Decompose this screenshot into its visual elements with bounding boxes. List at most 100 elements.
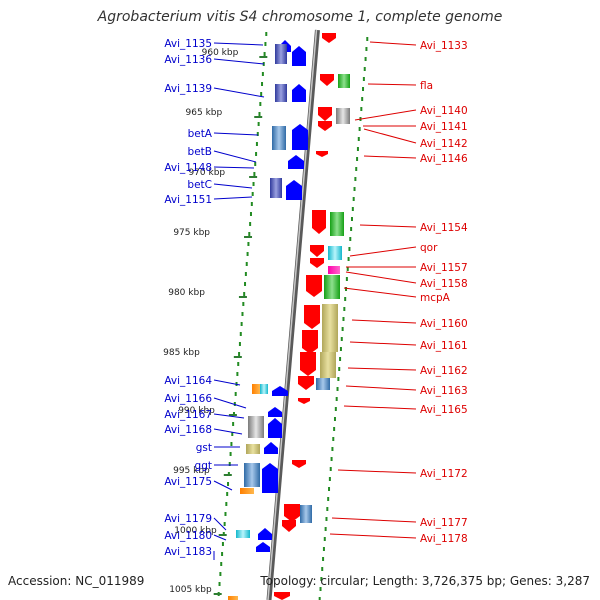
left-leader-line bbox=[213, 166, 255, 169]
track-dot-right bbox=[366, 37, 369, 41]
left-leader-line bbox=[213, 379, 241, 386]
right-gene-label: Avi_1158 bbox=[420, 278, 468, 290]
forward-gene bbox=[292, 460, 306, 468]
left-leader-line bbox=[213, 150, 257, 163]
forward-gene bbox=[298, 376, 314, 390]
right-gene-label: qor bbox=[420, 242, 438, 254]
gene-domain-box bbox=[320, 352, 336, 378]
left-leader-line bbox=[213, 397, 247, 409]
gene-domain-box bbox=[324, 275, 340, 299]
left-leader-line bbox=[213, 196, 253, 200]
track-dot-right bbox=[343, 307, 346, 311]
left-gene-label: Avi_1151 bbox=[164, 194, 212, 206]
track-dot-right bbox=[323, 537, 326, 541]
right-leader-line bbox=[363, 128, 417, 144]
left-leader-line bbox=[213, 413, 245, 419]
track-dot-right bbox=[342, 317, 345, 321]
track-dot-right bbox=[350, 217, 353, 221]
forward-gene bbox=[304, 305, 320, 329]
backbone-highlight bbox=[267, 29, 318, 600]
track-dot-left bbox=[239, 332, 242, 336]
forward-gene bbox=[316, 151, 328, 157]
track-dot-left bbox=[219, 572, 222, 576]
tick-label: 970 kbp bbox=[188, 168, 225, 178]
track-dot-right bbox=[349, 237, 352, 241]
track-dot-right bbox=[331, 447, 334, 451]
track-dot-left bbox=[236, 372, 239, 376]
track-dot-right bbox=[337, 377, 340, 381]
forward-gene bbox=[274, 592, 290, 600]
forward-gene bbox=[318, 121, 332, 131]
track-dot-right bbox=[341, 327, 344, 331]
track-dot-right bbox=[332, 437, 335, 441]
track-dot-right bbox=[365, 47, 368, 51]
track-dot-left bbox=[249, 222, 252, 226]
track-dot-right bbox=[356, 147, 359, 151]
reverse-gene bbox=[288, 155, 304, 169]
tick-label: 1005 kbp bbox=[169, 585, 212, 595]
gene-domain-box bbox=[228, 596, 238, 600]
left-gene-label: Avi_1135 bbox=[164, 38, 212, 50]
gene-domain-box bbox=[248, 416, 264, 438]
track-dot-right bbox=[345, 287, 348, 291]
right-gene-label: mcpA bbox=[420, 292, 451, 304]
forward-gene bbox=[284, 504, 300, 522]
right-gene-label: Avi_1163 bbox=[420, 385, 468, 397]
track-dot-left bbox=[244, 272, 247, 276]
topology-text: Topology: circular; Length: 3,726,375 bp… bbox=[260, 574, 590, 588]
reverse-gene bbox=[256, 542, 270, 552]
track-dot-left bbox=[259, 102, 262, 106]
track-dot-right bbox=[347, 257, 350, 261]
left-gene-label: Avi_1167 bbox=[164, 409, 212, 421]
right-gene-label: Avi_1162 bbox=[420, 365, 468, 377]
track-dot-left bbox=[231, 432, 234, 436]
right-leader-line bbox=[329, 533, 417, 539]
track-dot-left bbox=[227, 482, 230, 486]
reverse-gene bbox=[262, 463, 278, 493]
right-leader-line bbox=[349, 246, 417, 257]
gene-domain-box bbox=[260, 384, 268, 394]
track-dot-left bbox=[263, 52, 266, 56]
tick-label: 1000 kbp bbox=[174, 526, 217, 536]
left-gene-label: betB bbox=[188, 146, 212, 158]
right-gene-label: Avi_1165 bbox=[420, 404, 468, 416]
tick-label: 980 kbp bbox=[168, 288, 205, 298]
left-leader-line bbox=[213, 517, 227, 531]
track-dot-left bbox=[225, 502, 228, 506]
track-dot-left bbox=[221, 542, 224, 546]
gene-domain-box bbox=[300, 505, 312, 523]
track-dot-left bbox=[254, 162, 257, 166]
forward-gene bbox=[310, 245, 324, 257]
track-dot-left bbox=[251, 192, 254, 196]
left-leader-line bbox=[213, 132, 259, 136]
right-gene-label: Avi_1133 bbox=[420, 40, 468, 52]
left-leader-line bbox=[213, 58, 265, 65]
track-dot-right bbox=[355, 167, 358, 171]
reverse-gene bbox=[272, 386, 288, 396]
gene-domain-box bbox=[244, 463, 260, 487]
track-dot-left bbox=[255, 142, 258, 146]
reverse-gene bbox=[286, 180, 302, 200]
track-dot-right bbox=[333, 427, 336, 431]
tick-label: 960 kbp bbox=[202, 48, 239, 58]
right-leader-line bbox=[349, 341, 417, 346]
track-dot-left bbox=[261, 72, 264, 76]
left-gene-label: Avi_1180 bbox=[164, 530, 212, 542]
right-leader-line bbox=[345, 271, 417, 284]
track-dot-right bbox=[344, 297, 347, 301]
track-dot-left bbox=[237, 362, 240, 366]
gene-domain-box bbox=[236, 530, 250, 538]
track-dot-left bbox=[243, 292, 246, 296]
forward-gene bbox=[320, 74, 334, 86]
left-gene-label: Avi_1139 bbox=[164, 83, 212, 95]
track-dot-right bbox=[346, 267, 349, 271]
tick-label: 990 kbp bbox=[178, 406, 215, 416]
track-dot-left bbox=[228, 462, 231, 466]
track-dot-left bbox=[234, 392, 237, 396]
track-dot-left bbox=[221, 552, 224, 556]
track-dot-left bbox=[248, 232, 251, 236]
track-dot-right bbox=[328, 487, 331, 491]
reverse-gene bbox=[292, 46, 306, 66]
